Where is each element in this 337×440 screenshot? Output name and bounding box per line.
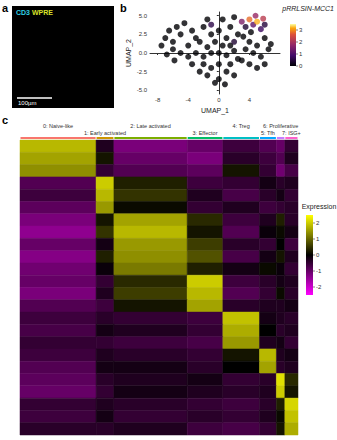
svg-text:2: Late activated: 2: Late activated: [130, 123, 170, 129]
svg-text:3: Effector: 3: Effector: [193, 130, 218, 136]
svg-text:UMAP_2: UMAP_2: [125, 39, 133, 67]
svg-text:4: Treg: 4: Treg: [233, 123, 250, 129]
svg-text:1: Early activated: 1: Early activated: [84, 130, 126, 136]
svg-text:5.0: 5.0: [139, 13, 148, 19]
svg-text:WPRE: WPRE: [32, 9, 53, 16]
svg-text:-1: -1: [316, 268, 322, 274]
svg-text:-2: -2: [316, 284, 322, 290]
svg-text:-5.0: -5.0: [137, 87, 148, 93]
svg-text:-2.5: -2.5: [137, 69, 148, 75]
svg-text:a: a: [2, 2, 9, 14]
svg-text:b: b: [120, 2, 127, 14]
svg-text:0: Naive-like: 0: Naive-like: [43, 123, 73, 129]
svg-text:1: 1: [299, 51, 303, 57]
svg-text:0: 0: [217, 97, 221, 103]
svg-text:3: 3: [299, 27, 303, 33]
svg-text:-4: -4: [186, 97, 192, 103]
svg-text:2.5: 2.5: [139, 31, 148, 37]
svg-text:Expression: Expression: [302, 203, 337, 211]
svg-text:pRRLSIN-MCC1: pRRLSIN-MCC1: [281, 5, 334, 13]
svg-text:4: 4: [248, 97, 252, 103]
svg-text:2: 2: [299, 39, 303, 45]
svg-text:c: c: [2, 114, 8, 126]
svg-text:UMAP_1: UMAP_1: [201, 107, 229, 115]
svg-text:CD3: CD3: [16, 9, 30, 16]
svg-text:2: 2: [316, 220, 320, 226]
svg-text:1: 1: [316, 236, 320, 242]
svg-text:0.0: 0.0: [139, 50, 148, 56]
svg-text:0: 0: [316, 252, 320, 258]
svg-text:100µm: 100µm: [18, 100, 36, 106]
svg-text:6: Proliferative: 6: Proliferative: [263, 123, 298, 129]
svg-text:-8: -8: [155, 97, 161, 103]
svg-text:5: Tfh: 5: Tfh: [261, 130, 275, 136]
svg-text:7: ISG+: 7: ISG+: [282, 130, 301, 136]
svg-text:0: 0: [299, 63, 303, 69]
